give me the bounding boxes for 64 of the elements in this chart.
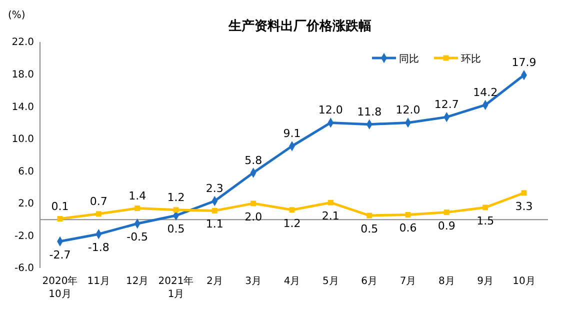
x-tick-label: 7月 (400, 276, 416, 287)
x-tick-label: 5月 (322, 276, 339, 287)
point (482, 204, 488, 210)
y-tick-label: 10.0 (12, 134, 34, 146)
point (96, 211, 102, 217)
data-label: 0.6 (399, 222, 417, 235)
data-label: 2.3 (206, 182, 224, 196)
legend-label: 同比 (399, 53, 419, 65)
data-label: 1.1 (206, 218, 224, 231)
x-tick-label: 2月 (206, 276, 223, 287)
data-label: 0.5 (360, 222, 378, 236)
legend-label: 环比 (461, 53, 481, 65)
y-tick-label: 6.0 (18, 166, 34, 178)
data-label: 0.5 (167, 222, 185, 236)
data-label: 0.9 (438, 219, 456, 232)
y-tick-label: 18.0 (12, 69, 34, 80)
data-label: 9.1 (283, 127, 301, 140)
y-tick-label: -6.0 (14, 263, 34, 274)
point (366, 212, 372, 218)
data-label: 0.7 (90, 194, 108, 208)
data-label: 2.0 (244, 210, 262, 224)
point (328, 200, 334, 206)
y-tick-label: -2.0 (14, 230, 34, 242)
data-label: 2.1 (322, 210, 340, 223)
data-label: 5.8 (244, 154, 262, 167)
chart-title: 生产资料出厂价格涨跌幅 (228, 18, 372, 34)
x-tick-label: 10月 (512, 276, 536, 287)
x-tick-label: 4月 (284, 276, 300, 287)
x-tick-label: 12月 (126, 276, 149, 287)
x-tick-label: 11月 (87, 276, 110, 287)
x-tick-label: 8月 (438, 276, 455, 287)
data-label: 12.0 (318, 104, 343, 117)
data-label: 1.2 (167, 190, 185, 204)
point (57, 216, 63, 222)
x-tick-label: 9月 (477, 276, 494, 287)
point (250, 200, 256, 206)
data-label: 3.3 (515, 200, 533, 213)
data-label: 1.5 (476, 214, 494, 228)
point (405, 212, 411, 218)
point (212, 208, 218, 214)
data-label: -1.8 (88, 241, 110, 254)
data-label: 14.2 (473, 86, 498, 99)
point (444, 210, 450, 216)
data-label: 12.7 (434, 98, 459, 112)
y-tick-label: 14.0 (12, 102, 34, 113)
y-tick-label: 22.0 (12, 37, 34, 48)
x-tick-label: 6月 (361, 276, 378, 287)
data-label: 12.0 (396, 104, 420, 117)
x-tick-label: 2021年 1月 (158, 275, 194, 300)
y-axis-title: (%) (8, 10, 26, 21)
data-label: 11.8 (357, 105, 382, 118)
point (521, 190, 527, 196)
data-label: 0.1 (51, 200, 69, 213)
x-tick-label: 2020年 10月 (42, 275, 78, 300)
data-label: 1.2 (283, 216, 301, 230)
y-tick-label: 2.0 (18, 198, 34, 210)
x-tick-label: 3月 (245, 276, 262, 287)
point (134, 206, 140, 212)
data-label: 17.9 (512, 56, 536, 70)
point (173, 207, 179, 213)
data-label: -0.5 (126, 230, 148, 244)
data-label: -2.7 (49, 248, 71, 262)
data-label: 1.4 (128, 189, 146, 202)
point (289, 207, 295, 213)
